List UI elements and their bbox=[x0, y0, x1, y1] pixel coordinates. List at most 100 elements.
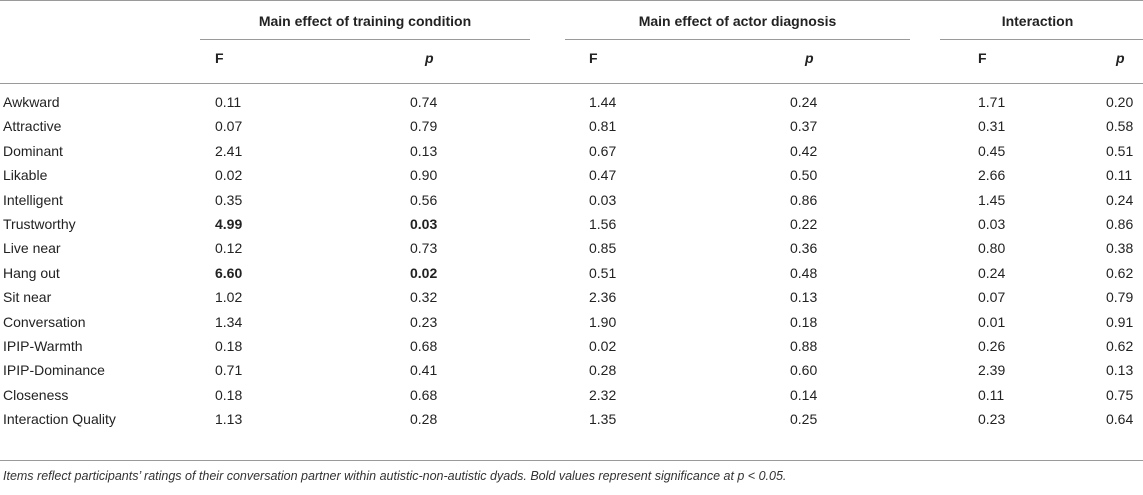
cell-training-f: 0.18 bbox=[215, 338, 243, 354]
cell-actor-f: 1.90 bbox=[589, 313, 617, 330]
cell-actor-p: 0.86 bbox=[790, 191, 818, 208]
subheader-actor-f: F bbox=[589, 50, 598, 66]
cell-interaction-p: 0.91 bbox=[1106, 313, 1134, 330]
cell-training-p: 0.90 bbox=[410, 167, 438, 184]
table-bottom-rule bbox=[0, 460, 1143, 461]
cell-actor-f: 1.35 bbox=[589, 411, 617, 428]
row-label: Closeness bbox=[3, 386, 69, 403]
cell-training-f: 0.35 bbox=[215, 191, 243, 208]
cell-interaction-f: 0.03 bbox=[978, 216, 1006, 232]
cell-training-p: 0.23 bbox=[410, 313, 438, 330]
row-label: IPIP-Warmth bbox=[3, 338, 83, 354]
cell-interaction-p: 0.38 bbox=[1106, 240, 1134, 257]
cell-interaction-f: 0.31 bbox=[978, 118, 1006, 135]
cell-actor-f: 1.56 bbox=[589, 216, 617, 232]
cell-actor-f: 0.51 bbox=[589, 264, 617, 281]
cell-training-p: 0.02 bbox=[410, 264, 438, 281]
cell-actor-p: 0.36 bbox=[790, 240, 818, 257]
cell-training-f: 0.11 bbox=[215, 94, 242, 110]
cell-training-f: 0.02 bbox=[215, 167, 243, 184]
row-label: Awkward bbox=[3, 94, 60, 110]
table-row: Attractive 0.07 0.79 0.81 0.37 0.31 0.58 bbox=[0, 114, 1143, 138]
cell-interaction-f: 0.80 bbox=[978, 240, 1006, 257]
cell-interaction-p: 0.11 bbox=[1106, 167, 1133, 184]
cell-interaction-p: 0.51 bbox=[1106, 142, 1134, 159]
row-label: Trustworthy bbox=[3, 216, 76, 232]
table-row: Live near 0.12 0.73 0.85 0.36 0.80 0.38 bbox=[0, 236, 1143, 260]
row-label: Attractive bbox=[3, 118, 62, 135]
subheader-training-f: F bbox=[215, 50, 224, 66]
cell-training-p: 0.74 bbox=[410, 94, 438, 110]
cell-training-f: 0.12 bbox=[215, 240, 243, 257]
cell-training-f: 0.18 bbox=[215, 386, 243, 403]
cell-training-p: 0.28 bbox=[410, 411, 438, 428]
table-row: IPIP-Warmth 0.18 0.68 0.02 0.88 0.26 0.62 bbox=[0, 334, 1143, 358]
subheader-interaction-p: p bbox=[1116, 50, 1125, 66]
subheader-interaction-f: F bbox=[978, 50, 987, 66]
cell-training-f: 1.13 bbox=[215, 411, 243, 428]
cell-actor-p: 0.60 bbox=[790, 362, 818, 379]
cell-training-p: 0.68 bbox=[410, 386, 438, 403]
cell-training-p: 0.68 bbox=[410, 338, 438, 354]
group-rule-training bbox=[200, 39, 530, 40]
cell-interaction-f: 0.45 bbox=[978, 142, 1006, 159]
cell-training-p: 0.13 bbox=[410, 142, 438, 159]
cell-actor-f: 0.47 bbox=[589, 167, 617, 184]
cell-interaction-f: 0.24 bbox=[978, 264, 1006, 281]
row-label: IPIP-Dominance bbox=[3, 362, 105, 379]
cell-actor-p: 0.37 bbox=[790, 118, 818, 135]
cell-training-p: 0.03 bbox=[410, 216, 438, 232]
cell-actor-p: 0.25 bbox=[790, 411, 818, 428]
cell-training-f: 0.07 bbox=[215, 118, 243, 135]
cell-interaction-f: 2.39 bbox=[978, 362, 1006, 379]
cell-interaction-f: 0.26 bbox=[978, 338, 1006, 354]
cell-interaction-f: 0.23 bbox=[978, 411, 1006, 428]
cell-training-p: 0.41 bbox=[410, 362, 438, 379]
cell-actor-f: 1.44 bbox=[589, 94, 617, 110]
table-row: Closeness 0.18 0.68 2.32 0.14 0.11 0.75 bbox=[0, 383, 1143, 407]
table-row: Likable 0.02 0.90 0.47 0.50 2.66 0.11 bbox=[0, 163, 1143, 187]
subheader-training-p: p bbox=[425, 50, 434, 66]
table-row: Intelligent 0.35 0.56 0.03 0.86 1.45 0.24 bbox=[0, 188, 1143, 212]
table-row: Interaction Quality 1.13 0.28 1.35 0.25 0.23 0… bbox=[0, 407, 1143, 431]
cell-interaction-p: 0.20 bbox=[1106, 94, 1134, 110]
row-label: Interaction Quality bbox=[3, 411, 116, 428]
cell-actor-p: 0.48 bbox=[790, 264, 818, 281]
cell-training-f: 1.34 bbox=[215, 313, 243, 330]
cell-interaction-f: 0.01 bbox=[978, 313, 1006, 330]
group-rule-interaction bbox=[940, 39, 1143, 40]
row-label: Likable bbox=[3, 167, 48, 184]
cell-training-f: 6.60 bbox=[215, 264, 243, 281]
table-footnote: Items reflect participants’ ratings of t… bbox=[3, 469, 787, 483]
cell-actor-f: 2.36 bbox=[589, 289, 617, 306]
table-row: Trustworthy 4.99 0.03 1.56 0.22 0.03 0.86 bbox=[0, 212, 1143, 236]
cell-actor-p: 0.14 bbox=[790, 386, 818, 403]
group-rule-actor bbox=[565, 39, 910, 40]
cell-interaction-p: 0.62 bbox=[1106, 338, 1134, 354]
cell-actor-f: 0.67 bbox=[589, 142, 617, 159]
cell-training-p: 0.32 bbox=[410, 289, 438, 306]
table-row: Sit near 1.02 0.32 2.36 0.13 0.07 0.79 bbox=[0, 285, 1143, 309]
cell-actor-f: 0.03 bbox=[589, 191, 617, 208]
cell-interaction-p: 0.64 bbox=[1106, 411, 1134, 428]
cell-interaction-p: 0.62 bbox=[1106, 264, 1134, 281]
group-header-actor: Main effect of actor diagnosis bbox=[638, 13, 837, 29]
cell-actor-f: 2.32 bbox=[589, 386, 617, 403]
table-row: Awkward 0.11 0.74 1.44 0.24 1.71 0.20 bbox=[0, 90, 1143, 114]
cell-training-f: 0.71 bbox=[215, 362, 243, 379]
cell-actor-f: 0.81 bbox=[589, 118, 617, 135]
cell-interaction-p: 0.58 bbox=[1106, 118, 1134, 135]
table-row: Conversation 1.34 0.23 1.90 0.18 0.01 0.91 bbox=[0, 310, 1143, 334]
cell-actor-p: 0.24 bbox=[790, 94, 818, 110]
cell-training-p: 0.79 bbox=[410, 118, 438, 135]
cell-interaction-f: 0.11 bbox=[978, 386, 1005, 403]
row-label: Conversation bbox=[3, 313, 86, 330]
cell-interaction-f: 1.45 bbox=[978, 191, 1006, 208]
row-label: Dominant bbox=[3, 142, 63, 159]
cell-interaction-p: 0.75 bbox=[1106, 386, 1134, 403]
cell-training-f: 4.99 bbox=[215, 216, 243, 232]
cell-interaction-p: 0.24 bbox=[1106, 191, 1134, 208]
cell-actor-f: 0.02 bbox=[589, 338, 617, 354]
cell-actor-p: 0.42 bbox=[790, 142, 818, 159]
cell-training-p: 0.56 bbox=[410, 191, 438, 208]
